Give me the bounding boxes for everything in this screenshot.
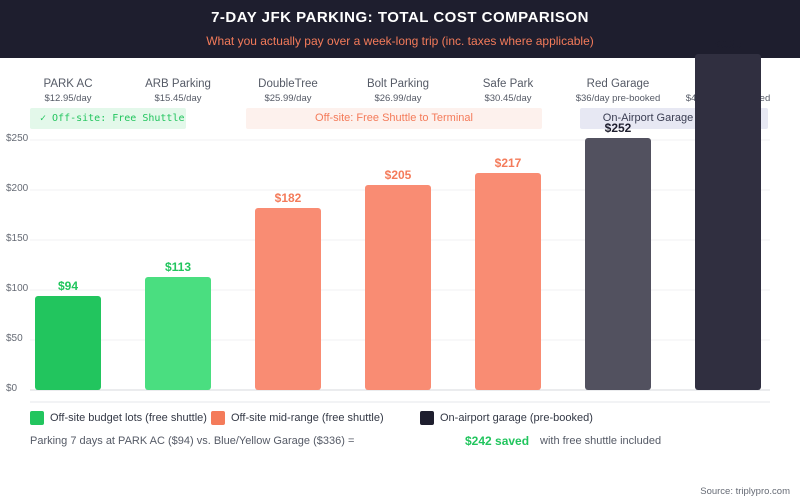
bar-red-garage <box>585 138 651 390</box>
category-label: ARB Parking <box>145 78 211 90</box>
y-tick-label: $250 <box>6 133 29 144</box>
summary-text: Parking 7 days at PARK AC ($94) vs. Blue… <box>30 435 355 447</box>
bar-value-label: $336 <box>715 37 742 51</box>
category-rate: $25.99/day <box>264 93 312 104</box>
bar-value-label: $182 <box>275 191 302 205</box>
legend-swatch-budget <box>30 411 44 425</box>
bar-arb-parking <box>145 277 211 390</box>
chart-title: 7-DAY JFK PARKING: TOTAL COST COMPARISON <box>211 9 589 26</box>
bar-park-ac <box>35 296 101 390</box>
summary-suffix: with free shuttle included <box>540 435 662 447</box>
category-rate: $36/day pre-booked <box>575 93 661 104</box>
category-label: Bolt Parking <box>366 78 429 90</box>
bar-value-label: $94 <box>58 279 78 293</box>
bar-value-label: $205 <box>385 168 412 182</box>
y-tick-label: $200 <box>6 183 29 194</box>
bar-doubletree <box>255 208 321 390</box>
category-rate: $15.45/day <box>154 93 202 104</box>
y-tick-label: $50 <box>6 333 23 344</box>
bar-value-label: $113 <box>165 260 191 274</box>
legend-label-midrange: Off-site mid-range (free shuttle) <box>231 412 384 424</box>
y-tick-label: $100 <box>6 283 29 294</box>
legend-label-airport: On-airport garage (pre-booked) <box>440 412 593 424</box>
legend-label-budget: Off-site budget lots (free shuttle) <box>50 412 207 424</box>
category-label: Red Garage <box>586 78 650 90</box>
category-rate: $12.95/day <box>44 93 92 104</box>
y-tick-label: $0 <box>6 383 18 394</box>
legend-swatch-midrange <box>211 411 225 425</box>
category-rate: $26.99/day <box>374 93 422 104</box>
savings-amount: $242 saved <box>465 434 530 448</box>
bar-value-label: $252 <box>605 121 632 135</box>
band-budget: ✓ Off-site: Free Shuttle <box>30 108 186 129</box>
bar-blue-yellow <box>695 54 761 390</box>
chart-header: 7-DAY JFK PARKING: TOTAL COST COMPARISON… <box>0 0 800 58</box>
band-midrange: Off-site: Free Shuttle to Terminal <box>246 108 542 129</box>
y-tick-label: $150 <box>6 233 29 244</box>
chart-subtitle: What you actually pay over a week-long t… <box>206 34 594 48</box>
category-label: PARK AC <box>43 78 93 90</box>
bar-bolt-parking <box>365 185 431 390</box>
category-label: Safe Park <box>482 78 534 90</box>
category-rate: $30.45/day <box>484 93 532 104</box>
bar-value-label: $217 <box>495 156 522 170</box>
source-credit: Source: triplypro.com <box>700 486 790 497</box>
legend-swatch-airport <box>420 411 434 425</box>
bar-safe-park <box>475 173 541 390</box>
category-label: DoubleTree <box>258 78 318 90</box>
